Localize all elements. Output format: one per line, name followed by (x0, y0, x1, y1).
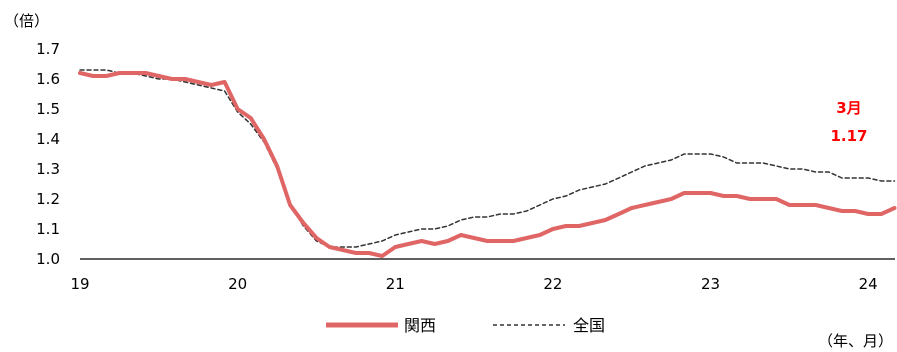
y-axis-unit-label: （倍） (4, 12, 49, 30)
x-tick-label: 22 (543, 275, 562, 293)
y-tick-label: 1.5 (36, 100, 60, 118)
y-tick-label: 1.0 (36, 250, 60, 268)
x-tick-label: 24 (859, 275, 878, 293)
series-line-national (79, 69, 896, 248)
legend: 関西 全国 (326, 316, 605, 335)
annotation-month: 3月 (836, 99, 861, 117)
x-tick-label: 19 (70, 275, 89, 293)
y-tick-label: 1.4 (36, 130, 60, 148)
x-axis-unit-label: （年、月） (818, 332, 893, 350)
y-tick-labels: 1.0 1.1 1.2 1.3 1.4 1.5 1.6 1.7 (36, 40, 60, 268)
y-tick-label: 1.7 (36, 40, 60, 58)
annotation-value: 1.17 (830, 127, 867, 145)
x-tick-label: 21 (386, 275, 405, 293)
legend-label-national: 全国 (573, 316, 605, 335)
x-tick-label: 23 (701, 275, 720, 293)
x-tick-label: 20 (228, 275, 247, 293)
y-tick-label: 1.2 (36, 190, 60, 208)
y-tick-label: 1.6 (36, 70, 60, 88)
series-line-kansai (78, 71, 897, 258)
legend-label-kansai: 関西 (404, 316, 436, 335)
x-tick-labels: 19 20 21 22 23 24 (70, 275, 877, 293)
y-tick-label: 1.1 (36, 220, 60, 238)
y-tick-label: 1.3 (36, 160, 60, 178)
series-layer (78, 69, 897, 258)
